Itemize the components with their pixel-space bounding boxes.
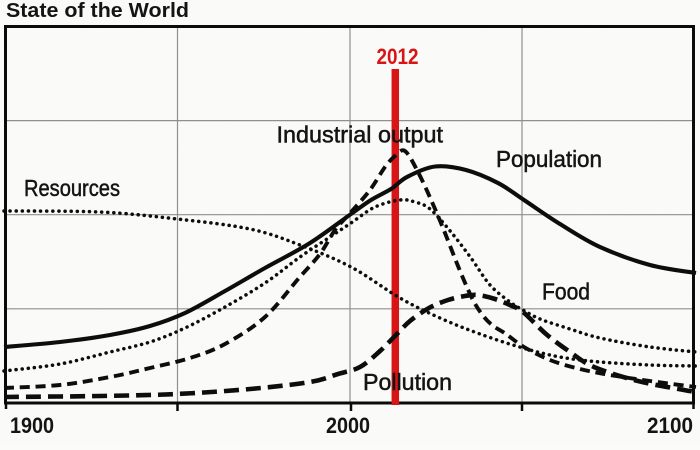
svg-text:Industrial output: Industrial output bbox=[277, 122, 444, 148]
svg-text:2100: 2100 bbox=[647, 413, 693, 438]
svg-text:Food: Food bbox=[542, 279, 590, 305]
svg-text:2012: 2012 bbox=[377, 44, 419, 69]
svg-text:Pollution: Pollution bbox=[363, 369, 452, 395]
svg-text:2000: 2000 bbox=[326, 413, 370, 438]
svg-text:State of the World: State of the World bbox=[6, 0, 189, 22]
svg-text:1900: 1900 bbox=[10, 413, 54, 438]
svg-text:Resources: Resources bbox=[24, 175, 120, 201]
svg-text:Population: Population bbox=[496, 146, 602, 172]
